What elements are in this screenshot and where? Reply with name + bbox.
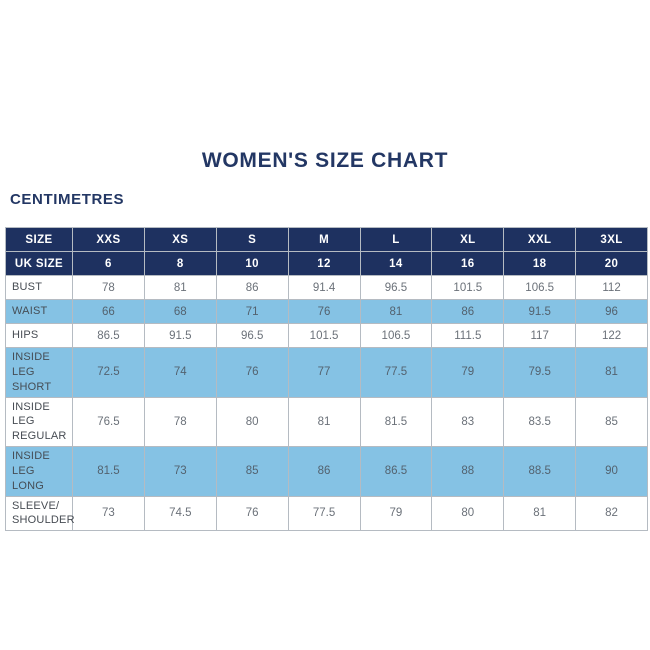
measurement-value: 77 [287, 347, 361, 398]
measurement-value: 73 [72, 495, 145, 532]
measurement-value: 88.5 [503, 446, 577, 497]
measurement-value: 76 [215, 347, 289, 398]
measurement-value: 81 [359, 299, 433, 324]
measurement-value: 83 [431, 396, 505, 448]
measurement-value: 91.5 [143, 323, 217, 348]
measurement-value: 101.5 [287, 323, 361, 348]
measurement-value: 66 [72, 299, 145, 324]
measurement-value: 72.5 [72, 347, 145, 398]
measurement-value: 81 [503, 495, 577, 532]
size-header-label: SIZE [5, 227, 73, 252]
measurement-value: 81 [143, 275, 217, 300]
uk-size-cell: 16 [431, 251, 505, 276]
measurement-value: 85 [575, 396, 648, 448]
measurement-row: INSIDE LEG REGULAR 76.5 78 80 81 81.5 83 83.5 85 [5, 396, 648, 448]
size-header-cell: XL [431, 227, 505, 252]
measurement-value: 82 [575, 495, 648, 532]
unit-label: CENTIMETRES [10, 191, 125, 208]
measurement-value: 73 [143, 446, 217, 497]
measurement-value: 77.5 [359, 347, 433, 398]
measurement-value: 111.5 [431, 323, 505, 348]
page-title: WOMEN'S SIZE CHART [201, 149, 449, 172]
measurement-value: 91.5 [503, 299, 577, 324]
measurement-value: 68 [143, 299, 217, 324]
measurement-value: 74.5 [143, 495, 217, 532]
uk-size-cell: 18 [503, 251, 577, 276]
measurement-value: 80 [215, 396, 289, 448]
measurement-value: 117 [503, 323, 577, 348]
measurement-value: 79 [431, 347, 505, 398]
measurement-row: INSIDE LEG SHORT 72.5 74 76 77 77.5 79 79.5 81 [5, 347, 648, 398]
uk-size-cell: 20 [575, 251, 648, 276]
measurement-label: INSIDE LEG SHORT [5, 347, 73, 398]
size-header-cell: 3XL [575, 227, 648, 252]
measurement-row: INSIDE LEG LONG 81.5 73 85 86 86.5 88 88.5 90 [5, 446, 648, 497]
size-header-cell: XXL [503, 227, 577, 252]
measurement-value: 101.5 [431, 275, 505, 300]
size-header-cell: M [287, 227, 361, 252]
measurement-value: 86 [431, 299, 505, 324]
measurement-label: INSIDE LEG LONG [5, 446, 73, 497]
measurement-value: 86.5 [72, 323, 145, 348]
uk-size-cell: 12 [287, 251, 361, 276]
measurement-value: 81 [287, 396, 361, 448]
measurement-value: 96.5 [359, 275, 433, 300]
measurement-value: 81 [575, 347, 648, 398]
measurement-value: 76 [215, 495, 289, 532]
measurement-value: 106.5 [359, 323, 433, 348]
measurement-label: INSIDE LEG REGULAR [5, 396, 73, 448]
measurement-row: WAIST 66 68 71 76 81 86 91.5 96 [5, 299, 648, 324]
measurement-value: 83.5 [503, 396, 577, 448]
measurement-label: BUST [5, 275, 73, 300]
measurement-value: 71 [215, 299, 289, 324]
measurement-value: 106.5 [503, 275, 577, 300]
measurement-value: 86 [287, 446, 361, 497]
measurement-value: 90 [575, 446, 648, 497]
size-header-cell: S [215, 227, 289, 252]
measurement-value: 85 [215, 446, 289, 497]
measurement-row: HIPS 86.5 91.5 96.5 101.5 106.5 111.5 117 122 [5, 323, 648, 348]
measurement-value: 79.5 [503, 347, 577, 398]
measurement-value: 76.5 [72, 396, 145, 448]
measurement-label: SLEEVE/ SHOULDER [5, 495, 75, 532]
uk-size-cell: 14 [359, 251, 433, 276]
measurement-value: 86 [215, 275, 289, 300]
measurement-value: 81.5 [359, 396, 433, 448]
measurement-row: SLEEVE/ SHOULDER 73 74.5 76 77.5 79 80 81 82 [5, 495, 648, 532]
measurement-value: 91.4 [287, 275, 361, 300]
uk-size-cell: 8 [143, 251, 217, 276]
uk-size-cell: 6 [72, 251, 145, 276]
size-header-cell: L [359, 227, 433, 252]
measurement-row: BUST 78 81 86 91.4 96.5 101.5 106.5 112 [5, 275, 648, 300]
uk-size-label: UK SIZE [5, 251, 73, 276]
size-table-body: BUST 78 81 86 91.4 96.5 101.5 106.5 112 WAIST 66 68… [5, 275, 648, 532]
size-header-cell: XXS [72, 227, 145, 252]
size-header-row: SIZE XXS XS S M L XL XXL 3XL [5, 227, 648, 252]
measurement-value: 78 [72, 275, 145, 300]
measurement-value: 77.5 [287, 495, 361, 532]
measurement-value: 112 [575, 275, 648, 300]
measurement-label: WAIST [5, 299, 73, 324]
size-header-cell: XS [143, 227, 217, 252]
measurement-value: 81.5 [72, 446, 145, 497]
womens-size-table: SIZE XXS XS S M L XL XXL 3XL UK SIZE 6 8 10 12 14 16 18 2… [5, 227, 648, 532]
measurement-value: 96.5 [215, 323, 289, 348]
measurement-value: 80 [431, 495, 505, 532]
size-table-head: SIZE XXS XS S M L XL XXL 3XL UK SIZE 6 8 10 12 14 16 18 2… [5, 227, 648, 276]
uk-size-row: UK SIZE 6 8 10 12 14 16 18 20 [5, 251, 648, 276]
measurement-value: 86.5 [359, 446, 433, 497]
measurement-value: 122 [575, 323, 648, 348]
measurement-label: HIPS [5, 323, 73, 348]
measurement-value: 74 [143, 347, 217, 398]
measurement-value: 76 [287, 299, 361, 324]
measurement-value: 79 [359, 495, 433, 532]
uk-size-cell: 10 [215, 251, 289, 276]
measurement-value: 96 [575, 299, 648, 324]
measurement-value: 88 [431, 446, 505, 497]
measurement-value: 78 [143, 396, 217, 448]
